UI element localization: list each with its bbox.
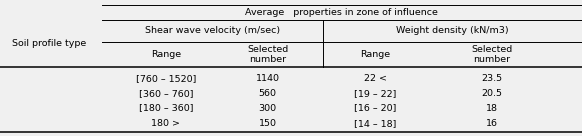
Text: Selected
number: Selected number <box>471 45 512 64</box>
Text: Average   properties in zone of influence: Average properties in zone of influence <box>246 8 438 17</box>
Text: Soil profile type: Soil profile type <box>12 39 87 48</box>
Text: [14 – 18]: [14 – 18] <box>354 119 396 128</box>
Text: 1140: 1140 <box>255 74 280 83</box>
Text: [180 – 360]: [180 – 360] <box>139 104 193 113</box>
Text: 23.5: 23.5 <box>481 74 502 83</box>
Text: 16: 16 <box>486 119 498 128</box>
Text: Range: Range <box>360 50 391 59</box>
Text: 20.5: 20.5 <box>481 89 502 98</box>
Text: [360 – 760]: [360 – 760] <box>139 89 193 98</box>
Text: 180 >: 180 > <box>151 119 180 128</box>
Text: 150: 150 <box>259 119 276 128</box>
Text: Shear wave velocity (m/sec): Shear wave velocity (m/sec) <box>145 26 280 35</box>
Text: Weight density (kN/m3): Weight density (kN/m3) <box>396 26 509 35</box>
Text: 22 <: 22 < <box>364 74 387 83</box>
Text: Range: Range <box>151 50 181 59</box>
Text: Selected
number: Selected number <box>247 45 288 64</box>
Text: 18: 18 <box>486 104 498 113</box>
Text: [760 – 1520]: [760 – 1520] <box>136 74 196 83</box>
Text: 300: 300 <box>258 104 277 113</box>
Text: 560: 560 <box>259 89 276 98</box>
Text: [19 – 22]: [19 – 22] <box>354 89 396 98</box>
Text: [16 – 20]: [16 – 20] <box>354 104 396 113</box>
